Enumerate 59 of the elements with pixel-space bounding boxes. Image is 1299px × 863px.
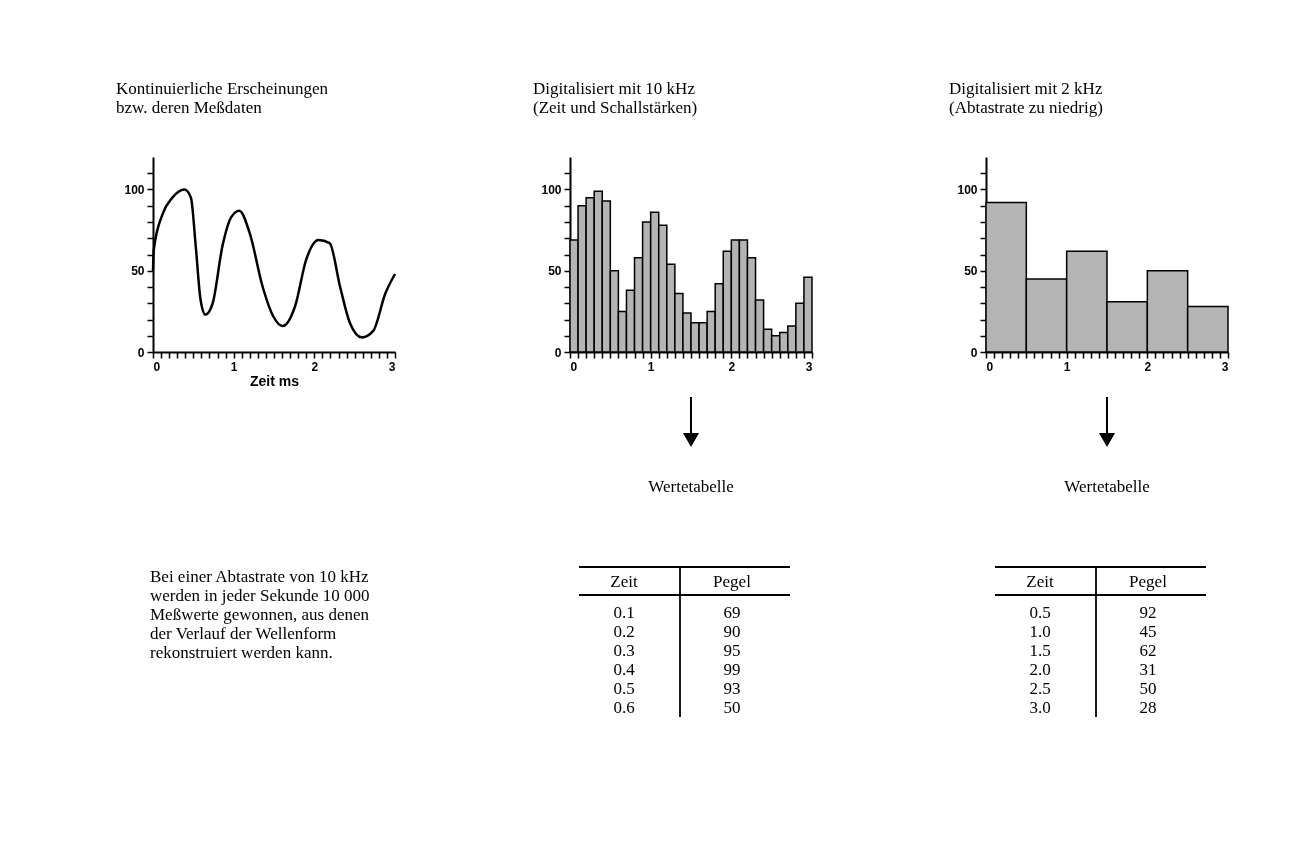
- text: 95: [723, 641, 741, 660]
- y-tick-label: 50: [548, 264, 562, 279]
- x-tick-label: 0: [986, 359, 994, 374]
- x-tick-label: 2: [1144, 359, 1152, 374]
- text: 1.5: [1029, 641, 1051, 660]
- text: 0.4: [613, 660, 636, 679]
- y-tick-label: 0: [137, 345, 145, 360]
- text: Pegel: [1129, 572, 1168, 591]
- text: 0.2: [613, 622, 635, 641]
- x-tick-label: 2: [311, 359, 319, 374]
- x-axis-title: Zeit ms: [249, 372, 300, 389]
- y-tick-label: 0: [970, 345, 978, 360]
- x-tick-label: 0: [153, 359, 161, 374]
- text: Bei einer Abtastrate von 10 kHz werden in jeder Sekunde 10 000 Meßwerte gewonnen, aus denen der Verlauf der Wellenform rekonstruiert werden kann.: [150, 567, 370, 662]
- text: 45: [1139, 622, 1157, 641]
- y-tick-label: 0: [554, 345, 562, 360]
- x-tick-label: 1: [1063, 359, 1071, 374]
- text: 50: [723, 698, 741, 717]
- text: Zeit: [610, 572, 638, 591]
- text: Pegel: [713, 572, 752, 591]
- chart-subtitle: (Abtastrate zu niedrig): [948, 98, 1103, 117]
- text: 92: [1139, 603, 1157, 622]
- x-tick-label: 1: [230, 359, 238, 374]
- text: 0.1: [613, 603, 635, 622]
- text: Zeit: [1026, 572, 1054, 591]
- text: 0.5: [613, 679, 635, 698]
- text: Wertetabelle: [648, 477, 734, 496]
- text: 2.5: [1029, 679, 1051, 698]
- chart-title: Kontinuierliche Erscheinungen: [115, 79, 329, 98]
- text: 0.6: [613, 698, 635, 717]
- text: 2.0: [1029, 660, 1051, 679]
- text: 28: [1139, 698, 1157, 717]
- y-tick-label: 100: [957, 183, 978, 197]
- x-tick-label: 3: [805, 359, 813, 374]
- text: 62: [1139, 641, 1157, 660]
- text: 93: [723, 679, 741, 698]
- y-tick-label: 50: [964, 264, 978, 279]
- text: Wertetabelle: [1064, 477, 1150, 496]
- chart-title: Digitalisiert mit 10 kHz: [532, 79, 696, 98]
- x-tick-label: 2: [728, 359, 736, 374]
- text: 69: [723, 603, 741, 622]
- chart-subtitle: bzw. deren Meßdaten: [115, 98, 263, 117]
- text: 0.5: [1029, 603, 1051, 622]
- text: 50: [1139, 679, 1157, 698]
- text: 1.0: [1029, 622, 1051, 641]
- text: 99: [723, 660, 741, 679]
- y-tick-label: 50: [131, 264, 145, 279]
- chart-title: Digitalisiert mit 2 kHz: [948, 79, 1103, 98]
- y-tick-label: 100: [541, 183, 562, 197]
- y-tick-label: 100: [124, 183, 145, 197]
- text: 3.0: [1029, 698, 1051, 717]
- text: 0.3: [613, 641, 635, 660]
- x-tick-label: 3: [1221, 359, 1229, 374]
- text: 90: [723, 622, 741, 641]
- chart-subtitle: (Zeit und Schallstärken): [532, 98, 698, 117]
- x-tick-label: 3: [388, 359, 396, 374]
- x-tick-label: 1: [647, 359, 655, 374]
- text: 31: [1139, 660, 1157, 679]
- x-tick-label: 0: [570, 359, 578, 374]
